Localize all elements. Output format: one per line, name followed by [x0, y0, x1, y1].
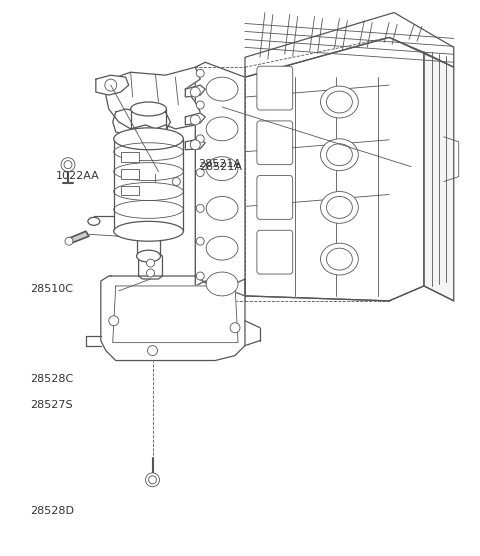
Polygon shape: [101, 276, 245, 360]
Ellipse shape: [206, 77, 238, 101]
FancyBboxPatch shape: [257, 66, 293, 110]
Ellipse shape: [206, 236, 238, 260]
Polygon shape: [113, 286, 238, 342]
Ellipse shape: [206, 196, 238, 220]
Circle shape: [190, 115, 200, 125]
Bar: [120, 186, 139, 196]
Circle shape: [196, 237, 204, 245]
Polygon shape: [245, 37, 424, 301]
Circle shape: [196, 168, 204, 177]
Circle shape: [145, 473, 159, 487]
Circle shape: [196, 272, 204, 280]
Ellipse shape: [206, 157, 238, 181]
Circle shape: [105, 79, 117, 91]
Ellipse shape: [137, 250, 160, 262]
Ellipse shape: [321, 86, 358, 118]
Ellipse shape: [131, 102, 167, 116]
Text: 28527S: 28527S: [30, 400, 72, 410]
Polygon shape: [96, 75, 129, 95]
Polygon shape: [139, 253, 162, 279]
Text: 1022AA: 1022AA: [56, 171, 100, 181]
Text: 28528D: 28528D: [30, 507, 74, 517]
Circle shape: [196, 69, 204, 77]
Circle shape: [196, 135, 204, 143]
Bar: [120, 168, 139, 178]
Circle shape: [196, 101, 204, 109]
Circle shape: [190, 140, 200, 150]
Circle shape: [172, 177, 180, 186]
Ellipse shape: [206, 117, 238, 141]
Text: 28521A: 28521A: [199, 162, 242, 172]
Polygon shape: [113, 109, 170, 137]
Polygon shape: [185, 113, 205, 125]
Circle shape: [65, 237, 73, 245]
Bar: [120, 152, 139, 162]
Circle shape: [61, 158, 75, 172]
Ellipse shape: [114, 128, 183, 150]
FancyBboxPatch shape: [257, 176, 293, 219]
Ellipse shape: [206, 272, 238, 296]
Circle shape: [146, 259, 155, 267]
Polygon shape: [69, 231, 89, 243]
Circle shape: [190, 87, 200, 97]
Circle shape: [147, 346, 157, 355]
Text: 28521A: 28521A: [198, 158, 241, 168]
FancyBboxPatch shape: [257, 121, 293, 165]
Polygon shape: [106, 67, 200, 129]
Circle shape: [148, 476, 156, 484]
Polygon shape: [245, 13, 454, 77]
Text: 28528C: 28528C: [30, 374, 73, 384]
Circle shape: [109, 316, 119, 326]
Circle shape: [146, 269, 155, 277]
Ellipse shape: [88, 217, 100, 225]
Ellipse shape: [114, 221, 183, 241]
Polygon shape: [424, 52, 454, 301]
Polygon shape: [185, 139, 205, 150]
Circle shape: [230, 322, 240, 332]
Circle shape: [64, 161, 72, 168]
Polygon shape: [195, 62, 245, 296]
FancyBboxPatch shape: [257, 230, 293, 274]
Text: 28510C: 28510C: [30, 284, 73, 294]
Ellipse shape: [321, 139, 358, 171]
Polygon shape: [185, 85, 205, 97]
Ellipse shape: [321, 191, 358, 224]
Circle shape: [196, 205, 204, 212]
Ellipse shape: [321, 243, 358, 275]
